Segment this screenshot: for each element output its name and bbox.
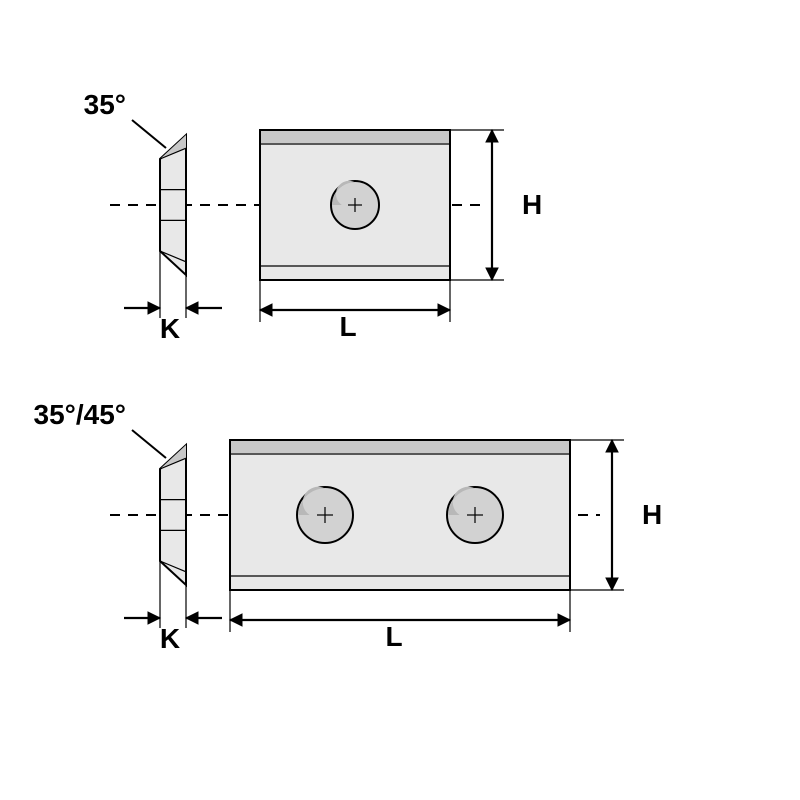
svg-text:35°: 35° <box>84 89 126 120</box>
svg-text:35°/45°: 35°/45° <box>34 399 126 430</box>
svg-text:K: K <box>160 313 180 344</box>
svg-text:K: K <box>160 623 180 654</box>
svg-text:H: H <box>642 499 662 530</box>
svg-text:L: L <box>339 311 356 342</box>
svg-text:H: H <box>522 189 542 220</box>
svg-text:L: L <box>385 621 402 652</box>
